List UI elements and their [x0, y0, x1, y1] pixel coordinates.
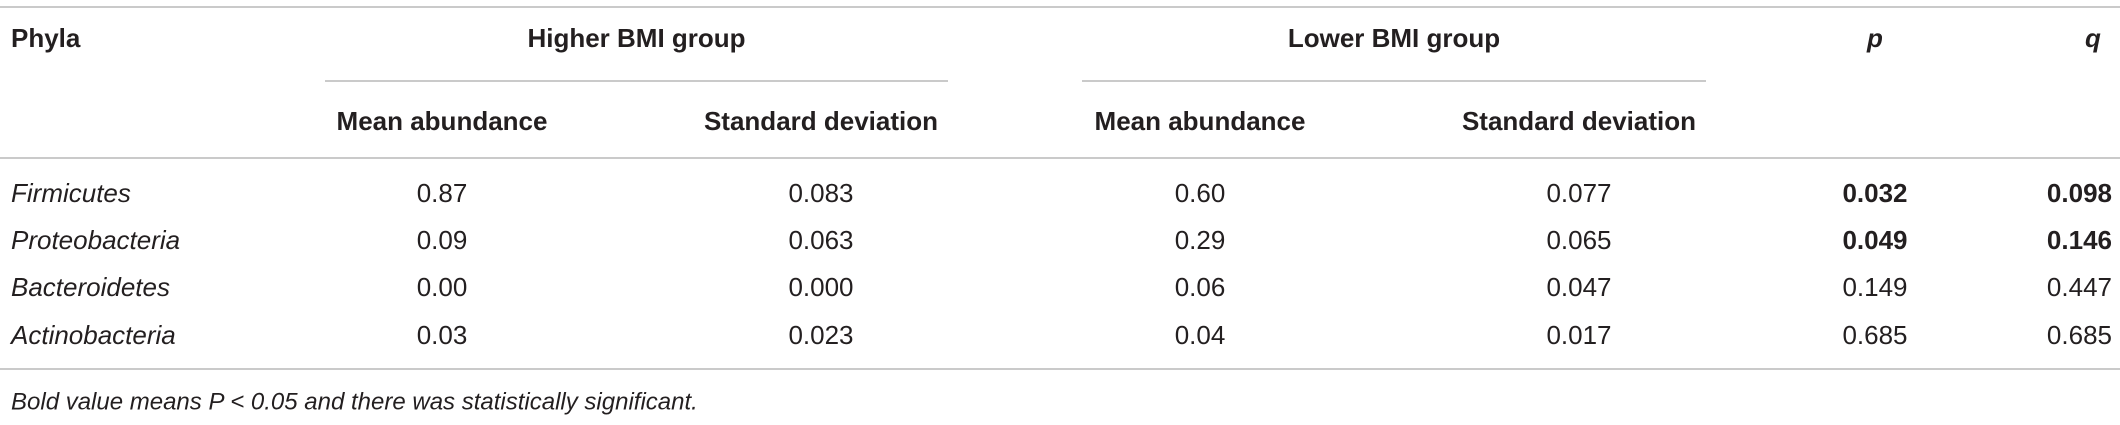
phylum: Firmicutes — [11, 178, 131, 208]
q-value: 0.685 — [2047, 320, 2112, 350]
q-header: q — [2085, 23, 2101, 53]
cell: 0.083 — [788, 178, 853, 208]
column-header: Standard deviation — [704, 106, 938, 136]
q-value: 0.098 — [2047, 178, 2112, 208]
q-value: 0.447 — [2047, 272, 2112, 302]
cell: 0.047 — [1546, 272, 1611, 302]
cell: 0.00 — [417, 272, 468, 302]
cell: 0.000 — [788, 272, 853, 302]
p-header: p — [1866, 23, 1883, 53]
cell: 0.29 — [1175, 225, 1226, 255]
column-header: Mean abundance — [1095, 106, 1306, 136]
footnote: Bold value means P < 0.05 and there was … — [11, 388, 698, 415]
phyla-header: Phyla — [11, 23, 81, 53]
group-header: Higher BMI group — [527, 23, 745, 53]
p-value: 0.032 — [1842, 178, 1907, 208]
q-value: 0.146 — [2047, 225, 2112, 255]
group-header: Lower BMI group — [1288, 23, 1500, 53]
cell: 0.09 — [417, 225, 468, 255]
column-header: Standard deviation — [1462, 106, 1696, 136]
cell: 0.063 — [788, 225, 853, 255]
cell: 0.04 — [1175, 320, 1226, 350]
cell: 0.017 — [1546, 320, 1611, 350]
phylum: Proteobacteria — [11, 225, 180, 255]
p-value: 0.685 — [1842, 320, 1907, 350]
cell: 0.077 — [1546, 178, 1611, 208]
cell: 0.60 — [1175, 178, 1226, 208]
cell: 0.87 — [417, 178, 468, 208]
column-header: Mean abundance — [337, 106, 548, 136]
cell: 0.03 — [417, 320, 468, 350]
p-value: 0.149 — [1842, 272, 1907, 302]
phylum: Bacteroidetes — [11, 272, 170, 302]
phylum: Actinobacteria — [9, 320, 176, 350]
p-value: 0.049 — [1842, 225, 1907, 255]
cell: 0.06 — [1175, 272, 1226, 302]
cell: 0.065 — [1546, 225, 1611, 255]
cell: 0.023 — [788, 320, 853, 350]
